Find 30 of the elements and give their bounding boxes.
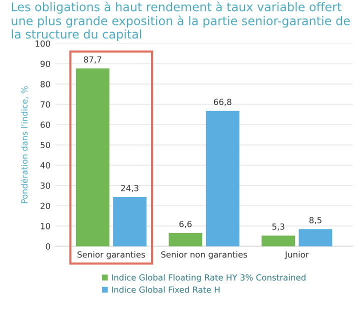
data-label: 66,8	[214, 98, 232, 106]
y-tick-label: 40	[40, 162, 50, 168]
bar	[113, 197, 146, 246]
bar	[262, 236, 296, 246]
x-tick-label: Senior garanties	[78, 251, 146, 260]
bar	[76, 68, 110, 246]
legend-label: Indice Global Fixed Rate H	[112, 286, 220, 293]
y-tick-label: 0	[46, 243, 50, 250]
y-tick-label: 10	[40, 223, 50, 230]
x-tick-label: Senior non garanties	[161, 251, 248, 260]
data-label: 6,6	[179, 220, 192, 228]
y-axis-title: Pondération dans l'indice, %	[20, 86, 28, 204]
data-label: 87,7	[84, 56, 102, 64]
data-label: 5,3	[272, 223, 284, 231]
y-tick-label: 70	[40, 101, 50, 108]
x-tick-label: Junior	[284, 251, 309, 260]
bar	[206, 110, 240, 246]
bar	[168, 232, 202, 246]
data-label: 24,3	[121, 184, 138, 192]
y-tick-label: 80	[40, 81, 50, 88]
data-label: 8,5	[309, 217, 322, 224]
chart-title: Les obligations à haut rendement à taux variable offert une plus grande exposition à la partie senior-garantie de la structure du capital	[12, 2, 350, 41]
y-tick-label: 60	[40, 122, 50, 128]
legend-label: Indice Global Floating Rate HY 3% Constrained	[112, 274, 306, 282]
y-tick-label: 50	[40, 142, 50, 148]
y-tick-label: 30	[40, 182, 50, 189]
y-tick-label: 100	[36, 40, 50, 47]
y-tick-label: 90	[40, 60, 50, 68]
y-tick-label: 20	[40, 202, 50, 210]
bar	[298, 229, 332, 246]
